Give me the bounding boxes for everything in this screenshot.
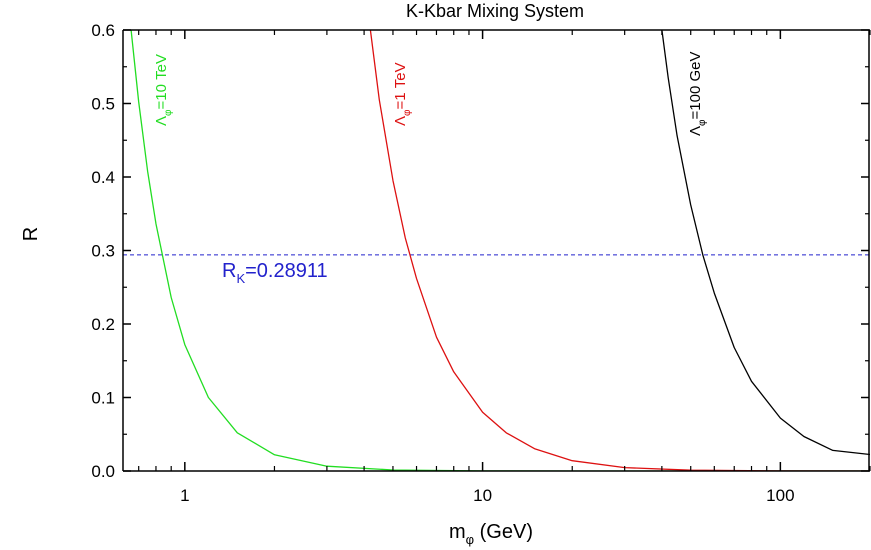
reference-label-sub: K bbox=[236, 271, 245, 286]
x-tick-label: 1 bbox=[180, 486, 189, 505]
y-tick-label: 0.6 bbox=[91, 21, 115, 40]
x-tick-label: 100 bbox=[766, 486, 794, 505]
series-line bbox=[369, 30, 870, 471]
chart-title: K-Kbar Mixing System bbox=[406, 1, 584, 21]
series-label: Λφ=10 TeV bbox=[153, 54, 174, 126]
x-axis-label-main: m bbox=[449, 521, 466, 543]
axes-group: 0.0 0.1 0.2 0.3 0.4 0.5 0.6 1 10 100 bbox=[91, 21, 871, 505]
x-axis-label-sub: φ bbox=[466, 532, 474, 547]
curves-group bbox=[130, 30, 870, 471]
reference-label-main: R bbox=[222, 260, 236, 282]
series-label-sub: φ bbox=[697, 119, 708, 126]
y-axis-label: R bbox=[20, 227, 42, 241]
reference-line-group: RK=0.28911 bbox=[123, 254, 870, 286]
reference-line-label: RK=0.28911 bbox=[222, 260, 328, 286]
y-tick-label: 0.5 bbox=[91, 95, 115, 114]
x-axis-label-unit: (GeV) bbox=[474, 521, 533, 543]
y-tick-label: 0.2 bbox=[91, 315, 115, 334]
series-label-sub: φ bbox=[402, 109, 413, 116]
reference-label-rest: =0.28911 bbox=[245, 260, 328, 282]
series-label: Λφ=1 TeV bbox=[392, 62, 413, 126]
series-label-rest: =100 GeV bbox=[687, 52, 704, 120]
x-tick-label: 10 bbox=[473, 486, 492, 505]
y-tick-label: 0.4 bbox=[91, 168, 115, 187]
y-tick-label: 0.1 bbox=[91, 389, 115, 408]
series-line bbox=[130, 30, 870, 471]
series-line bbox=[661, 30, 870, 456]
series-label-rest: =10 TeV bbox=[153, 54, 170, 109]
x-axis-label: mφ (GeV) bbox=[449, 521, 533, 547]
series-label-sub: φ bbox=[163, 109, 174, 116]
series-label-rest: =1 TeV bbox=[392, 62, 409, 109]
y-tick-label: 0.0 bbox=[91, 462, 115, 481]
series-label-main: Λ bbox=[687, 126, 704, 136]
series-label-main: Λ bbox=[392, 116, 409, 126]
series-label-main: Λ bbox=[153, 116, 170, 126]
y-tick-label: 0.3 bbox=[91, 242, 115, 261]
series-label: Λφ=100 GeV bbox=[687, 52, 708, 136]
